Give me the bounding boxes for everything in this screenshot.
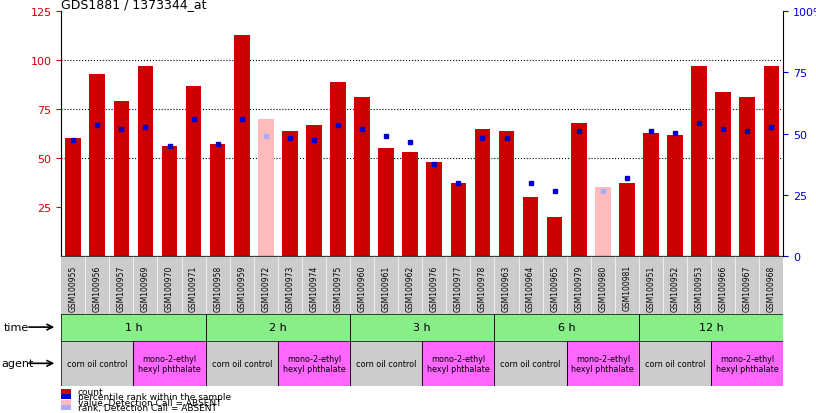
Text: GSM100953: GSM100953 (694, 265, 703, 311)
Text: GSM100969: GSM100969 (141, 265, 150, 311)
Bar (711, 341, 783, 386)
Bar (61, 341, 134, 386)
Text: GSM100973: GSM100973 (286, 265, 295, 311)
Bar (716, 93, 731, 256)
Bar (206, 341, 277, 386)
Bar (350, 341, 423, 386)
Text: GSM100952: GSM100952 (671, 265, 680, 311)
Bar (494, 341, 566, 386)
Text: GSM100951: GSM100951 (646, 265, 655, 311)
Text: GSM100977: GSM100977 (454, 265, 463, 311)
Text: corn oil control: corn oil control (356, 359, 416, 368)
Text: GSM100971: GSM100971 (189, 265, 198, 311)
Bar (282, 131, 298, 256)
Text: mono-2-ethyl
hexyl phthalate: mono-2-ethyl hexyl phthalate (427, 354, 490, 373)
Bar (639, 341, 711, 386)
Text: corn oil control: corn oil control (500, 359, 561, 368)
Bar (206, 314, 350, 341)
Text: GSM100970: GSM100970 (165, 265, 174, 311)
Bar (571, 123, 587, 256)
Text: corn oil control: corn oil control (645, 359, 705, 368)
Bar (138, 67, 153, 256)
Text: 2 h: 2 h (269, 322, 286, 332)
Text: GSM100965: GSM100965 (550, 265, 559, 311)
Bar (427, 162, 442, 256)
Text: 6 h: 6 h (558, 322, 575, 332)
Bar (402, 153, 418, 256)
Bar (523, 197, 539, 256)
Text: GSM100961: GSM100961 (382, 265, 391, 311)
Bar (764, 67, 779, 256)
Bar (61, 314, 206, 341)
Bar (113, 102, 129, 256)
Text: GSM100976: GSM100976 (430, 265, 439, 311)
Text: mono-2-ethyl
hexyl phthalate: mono-2-ethyl hexyl phthalate (716, 354, 778, 373)
Text: GSM100966: GSM100966 (719, 265, 728, 311)
Text: agent: agent (2, 358, 34, 368)
Text: corn oil control: corn oil control (67, 359, 127, 368)
Bar (379, 149, 394, 256)
Text: mono-2-ethyl
hexyl phthalate: mono-2-ethyl hexyl phthalate (571, 354, 634, 373)
Text: GSM100962: GSM100962 (406, 265, 415, 311)
Bar (595, 188, 610, 256)
Text: GSM100959: GSM100959 (237, 265, 246, 311)
Bar (210, 145, 225, 256)
Bar (162, 147, 177, 256)
Bar (354, 98, 370, 256)
Bar (277, 341, 350, 386)
Text: GSM100968: GSM100968 (767, 265, 776, 311)
Text: GSM100979: GSM100979 (574, 265, 583, 311)
Bar (90, 75, 105, 256)
Bar (643, 133, 659, 256)
Text: GSM100955: GSM100955 (69, 265, 78, 311)
Bar (65, 139, 81, 256)
Bar (258, 120, 273, 256)
Text: GSM100978: GSM100978 (478, 265, 487, 311)
Text: rank, Detection Call = ABSENT: rank, Detection Call = ABSENT (78, 403, 216, 412)
Text: GSM100958: GSM100958 (213, 265, 222, 311)
Text: mono-2-ethyl
hexyl phthalate: mono-2-ethyl hexyl phthalate (138, 354, 201, 373)
Text: percentile rank within the sample: percentile rank within the sample (78, 392, 231, 401)
Text: 3 h: 3 h (414, 322, 431, 332)
Bar (450, 184, 466, 256)
Text: count: count (78, 387, 103, 396)
Text: GSM100964: GSM100964 (526, 265, 535, 311)
Bar (566, 341, 639, 386)
Bar (330, 83, 346, 256)
Text: time: time (4, 322, 29, 332)
Text: 12 h: 12 h (698, 322, 724, 332)
Text: GSM100963: GSM100963 (502, 265, 511, 311)
Bar (134, 341, 206, 386)
Bar (739, 98, 755, 256)
Text: value, Detection Call = ABSENT: value, Detection Call = ABSENT (78, 398, 221, 407)
Bar (639, 314, 783, 341)
Bar (234, 36, 250, 256)
Text: GSM100967: GSM100967 (743, 265, 752, 311)
Bar (423, 341, 494, 386)
Text: GSM100957: GSM100957 (117, 265, 126, 311)
Bar (350, 314, 494, 341)
Text: GSM100956: GSM100956 (93, 265, 102, 311)
Bar (547, 217, 562, 256)
Text: GSM100980: GSM100980 (598, 265, 607, 311)
Bar (619, 184, 635, 256)
Text: mono-2-ethyl
hexyl phthalate: mono-2-ethyl hexyl phthalate (282, 354, 345, 373)
Bar (494, 314, 639, 341)
Bar (499, 131, 514, 256)
Bar (691, 67, 707, 256)
Bar (186, 86, 202, 256)
Text: GSM100972: GSM100972 (261, 265, 270, 311)
Bar (475, 129, 490, 256)
Bar (667, 135, 683, 256)
Text: GSM100981: GSM100981 (623, 265, 632, 311)
Text: GDS1881 / 1373344_at: GDS1881 / 1373344_at (61, 0, 206, 11)
Text: GSM100975: GSM100975 (334, 265, 343, 311)
Text: GSM100974: GSM100974 (309, 265, 318, 311)
Text: 1 h: 1 h (125, 322, 142, 332)
Bar (306, 126, 322, 256)
Text: GSM100960: GSM100960 (357, 265, 366, 311)
Text: corn oil control: corn oil control (211, 359, 272, 368)
